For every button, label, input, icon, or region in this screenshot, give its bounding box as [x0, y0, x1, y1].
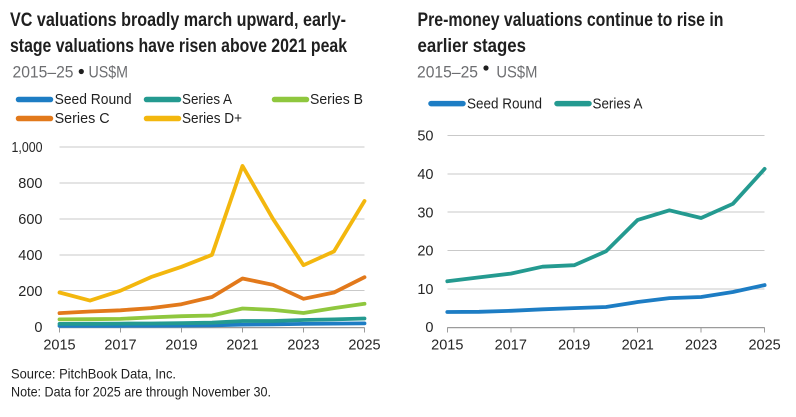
svg-text:10: 10	[417, 282, 433, 298]
svg-text:2025: 2025	[748, 338, 780, 354]
svg-text:Seed Round: Seed Round	[467, 96, 542, 113]
svg-text:2023: 2023	[287, 338, 319, 354]
svg-text:2015: 2015	[43, 338, 75, 354]
svg-text:Pre-money valuations continue: Pre-money valuations continue to rise in	[418, 10, 724, 31]
svg-text:Series A: Series A	[182, 91, 232, 108]
svg-text:2017: 2017	[104, 338, 136, 354]
svg-text:40: 40	[417, 167, 433, 183]
svg-text:Note: Data for 2025 are throug: Note: Data for 2025 are through November…	[11, 385, 271, 400]
svg-text:2019: 2019	[558, 338, 590, 354]
svg-text:2025: 2025	[348, 338, 380, 354]
svg-text:Series D+: Series D+	[182, 110, 242, 127]
svg-text:Series C: Series C	[55, 110, 110, 127]
svg-text:800: 800	[18, 176, 42, 192]
svg-text:2015–25: 2015–25	[417, 63, 478, 82]
svg-text:stage valuations have risen ab: stage valuations have risen above 2021 p…	[10, 36, 347, 57]
svg-text:50: 50	[417, 129, 433, 145]
svg-text:VC valuations broadly march up: VC valuations broadly march upward, earl…	[10, 10, 346, 31]
svg-text:2021: 2021	[226, 338, 258, 354]
svg-text:30: 30	[417, 205, 433, 221]
svg-text:2023: 2023	[685, 338, 717, 354]
svg-text:0: 0	[425, 320, 433, 336]
svg-text:Seed Round: Seed Round	[55, 91, 132, 108]
svg-text:2015–25: 2015–25	[13, 63, 74, 82]
svg-text:0: 0	[34, 320, 42, 336]
svg-text:US$M: US$M	[89, 63, 129, 82]
svg-text:Source: PitchBook Data, Inc.: Source: PitchBook Data, Inc.	[11, 367, 176, 382]
svg-text:20: 20	[417, 244, 433, 260]
svg-text:US$M: US$M	[496, 63, 537, 82]
svg-text:400: 400	[18, 248, 42, 264]
svg-text:2021: 2021	[622, 338, 654, 354]
svg-text:Series B: Series B	[310, 91, 363, 108]
svg-text:200: 200	[18, 284, 42, 300]
svg-text:2017: 2017	[495, 338, 527, 354]
svg-text:earlier stages: earlier stages	[418, 36, 527, 57]
svg-text:Series A: Series A	[593, 96, 643, 113]
svg-text:600: 600	[18, 212, 42, 228]
svg-text:1,000: 1,000	[12, 140, 43, 156]
svg-text:2019: 2019	[165, 338, 197, 354]
svg-text:2015: 2015	[431, 338, 463, 354]
